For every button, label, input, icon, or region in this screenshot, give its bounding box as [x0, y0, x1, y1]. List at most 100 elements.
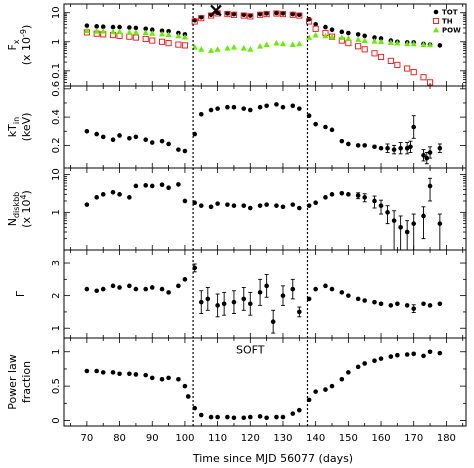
data-point [280, 104, 286, 110]
data-point [159, 138, 165, 144]
data-point [149, 285, 155, 290]
cross-marker [210, 4, 222, 17]
y-tick-label: 0.5 [51, 378, 62, 394]
data-point [339, 290, 345, 295]
data-point [323, 24, 328, 30]
data-point [166, 28, 171, 34]
data-point [346, 370, 351, 375]
data-point [110, 370, 116, 375]
data-point [100, 286, 106, 292]
data-point [247, 13, 253, 18]
data-point [241, 12, 247, 18]
legend-item-th: TH [433, 18, 453, 26]
y-axis-label: Power law fraction [6, 354, 33, 410]
data-point [395, 352, 400, 358]
data-point [225, 104, 230, 110]
data-point [117, 24, 122, 30]
data-point [427, 303, 433, 308]
data-point [231, 11, 237, 17]
data-point [126, 29, 133, 35]
data-point [247, 46, 254, 52]
data-point [289, 41, 296, 47]
data-point [290, 202, 296, 207]
y-tick-label: 1 [51, 39, 62, 45]
data-point [338, 34, 345, 40]
data-point [346, 141, 351, 147]
panel-y-ticks [64, 3, 466, 87]
data-point [290, 103, 296, 109]
x-tick-label: 170 [404, 433, 423, 444]
data-point [264, 103, 269, 109]
data-point [149, 27, 155, 33]
data-point [149, 30, 156, 36]
panel-frame [63, 249, 467, 339]
panel-y-ticks [64, 262, 466, 329]
data-point [117, 371, 122, 377]
data-point [437, 221, 443, 226]
data-point [339, 190, 345, 196]
data-point [257, 203, 263, 208]
data-point [264, 202, 269, 207]
data-point [94, 24, 99, 29]
data-point [100, 192, 106, 197]
data-point [411, 351, 417, 357]
data-point [404, 229, 410, 235]
panel-x-ticks [70, 338, 464, 426]
y-axis-label: kTin (keV) [6, 113, 33, 142]
data-point [198, 111, 204, 117]
data-point [84, 23, 90, 28]
data-point [388, 354, 394, 359]
data-point [385, 145, 390, 151]
data-point [94, 131, 99, 137]
data-point [143, 137, 149, 143]
data-point [127, 195, 132, 200]
data-point [182, 198, 188, 204]
x-tick-label: 70 [81, 433, 94, 444]
data-point [241, 415, 247, 421]
y-tick-label: 10 [51, 168, 62, 181]
data-point [274, 203, 279, 208]
y-axis-label: Γ [14, 290, 27, 297]
data-point [378, 356, 384, 361]
data-point [181, 42, 188, 49]
data-point [110, 189, 116, 195]
data-point [404, 65, 411, 72]
y-tick-label: 0.6 [51, 81, 62, 97]
data-point [280, 204, 286, 210]
panel-nd: 10 1 Ndiskbb (x 104) [6, 167, 467, 251]
data-point [126, 33, 133, 40]
data-point [420, 74, 427, 81]
data-point [132, 29, 139, 35]
panel-gamma: 1 2 3 Γ [14, 249, 467, 339]
data-point [225, 202, 230, 207]
data-point [361, 46, 368, 53]
data-point [191, 18, 198, 25]
data-point [100, 370, 106, 375]
data-point [395, 301, 400, 307]
data-point [247, 205, 253, 211]
data-point [198, 299, 204, 305]
x-tick-label: 120 [241, 433, 260, 444]
data-point [394, 61, 401, 68]
data-point [421, 152, 426, 158]
y-tick-label: 0 [51, 417, 62, 423]
data-point [398, 145, 403, 151]
data-point [257, 414, 263, 419]
data-point [329, 286, 335, 292]
data-point [372, 358, 377, 363]
data-point [208, 47, 215, 53]
data-point [149, 183, 155, 189]
regime-annotation: SOFT [236, 344, 265, 357]
data-point [306, 18, 313, 25]
data-point [391, 147, 397, 152]
data-point [230, 11, 238, 18]
series-pow [83, 27, 434, 53]
data-point [215, 414, 220, 420]
data-point [117, 285, 122, 290]
data-point [133, 183, 139, 189]
data-point [424, 155, 430, 161]
data-point [378, 301, 384, 307]
y-axis-label-line1: Fx [6, 39, 21, 50]
data-point [421, 213, 426, 219]
data-point [127, 136, 132, 141]
